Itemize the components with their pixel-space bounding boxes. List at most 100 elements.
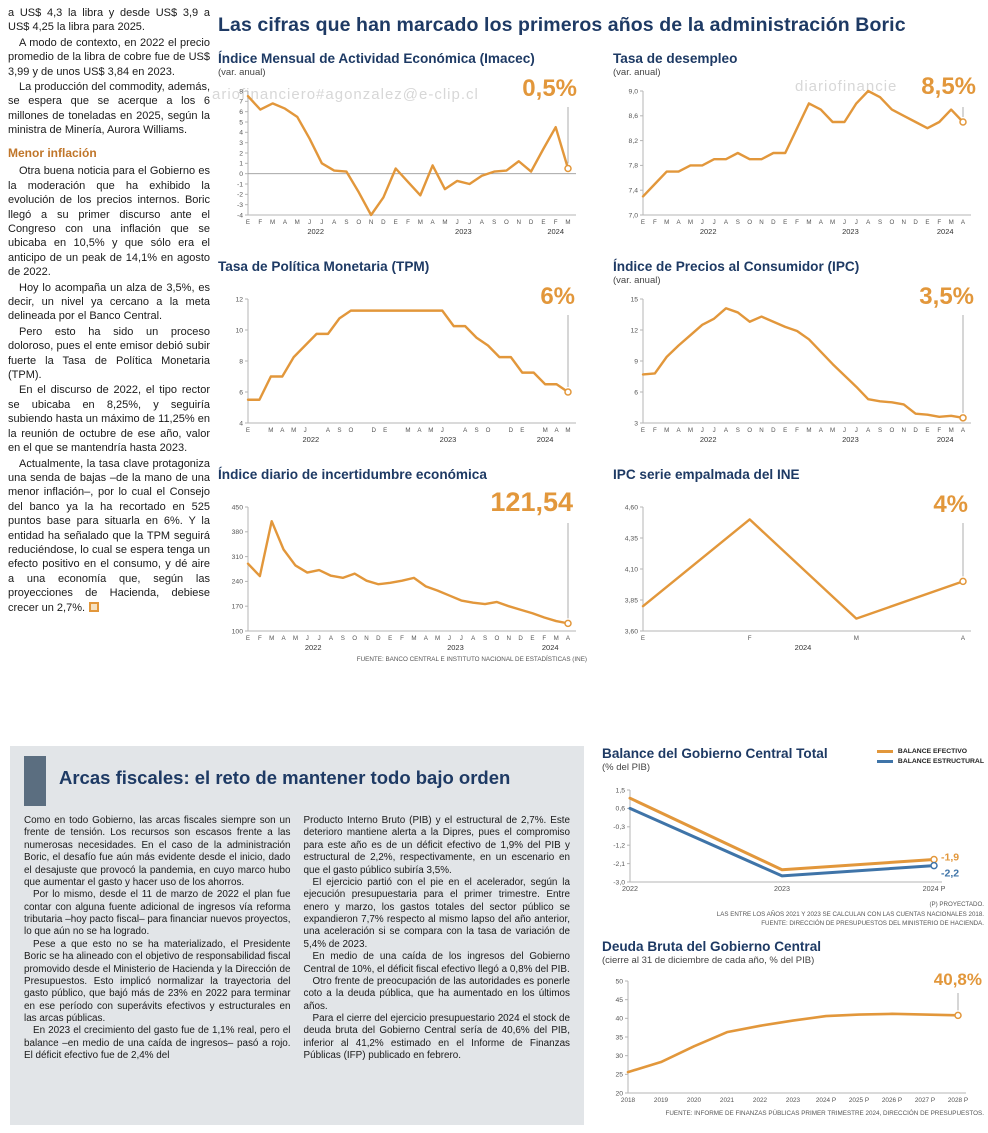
charts-grid: Índice Mensual de Actividad Económica (I…	[218, 51, 982, 663]
svg-text:J: J	[855, 427, 858, 434]
svg-text:F: F	[795, 427, 799, 434]
svg-text:2027 P: 2027 P	[915, 1097, 935, 1104]
svg-text:-3: -3	[237, 202, 243, 209]
svg-text:N: N	[364, 635, 368, 642]
svg-text:N: N	[507, 635, 511, 642]
chart-deuda: Deuda Bruta del Gobierno Central (cierre…	[602, 939, 984, 1117]
note: LAS ENTRE LOS AÑOS 2021 Y 2023 SE CALCUL…	[716, 910, 984, 918]
svg-text:A: A	[676, 219, 681, 226]
svg-text:8,6: 8,6	[629, 113, 639, 120]
svg-text:35: 35	[615, 1034, 623, 1041]
svg-text:D: D	[518, 635, 523, 642]
svg-text:F: F	[748, 635, 752, 642]
chart-subtitle: (var. anual)	[218, 67, 266, 78]
svg-text:N: N	[759, 219, 763, 226]
chart-ipc: Índice de Precios al Consumidor (IPC) (v…	[613, 259, 982, 447]
svg-text:2028 P: 2028 P	[948, 1097, 968, 1104]
svg-text:7,4: 7,4	[629, 188, 639, 195]
svg-text:A: A	[866, 219, 871, 226]
note: FUENTE: DIRECCIÓN DE PRESUPUESTOS DEL MI…	[761, 920, 984, 928]
svg-text:E: E	[925, 427, 929, 434]
chart-subtitle	[218, 275, 587, 287]
svg-text:2: 2	[239, 150, 243, 157]
svg-text:F: F	[258, 219, 262, 226]
svg-text:E: E	[925, 219, 929, 226]
svg-text:E: E	[783, 427, 787, 434]
svg-text:25: 25	[615, 1071, 623, 1078]
svg-text:S: S	[736, 427, 740, 434]
svg-text:2022: 2022	[753, 1097, 768, 1104]
svg-text:A: A	[329, 635, 334, 642]
svg-text:A: A	[566, 635, 571, 642]
chart-imacec: Índice Mensual de Actividad Económica (I…	[218, 51, 587, 239]
svg-text:M: M	[405, 427, 410, 434]
chart-plot: 8,5% 9,0 8,6 8,2 7,8 7,4 7,0 E F M A M J J A S O N D E F M A M…	[613, 75, 982, 239]
svg-text:M: M	[270, 219, 275, 226]
legend-item-efectivo: BALANCE EFECTIVO	[876, 748, 984, 755]
svg-text:S: S	[344, 219, 348, 226]
paragraph: A modo de contexto, en 2022 el precio pr…	[8, 36, 210, 78]
svg-text:A: A	[471, 635, 476, 642]
svg-text:E: E	[246, 427, 250, 434]
svg-text:-4: -4	[237, 212, 243, 219]
svg-text:M: M	[442, 219, 447, 226]
svg-text:D: D	[371, 427, 376, 434]
svg-text:D: D	[913, 219, 918, 226]
chart-ipc-empalmada: IPC serie empalmada del INE 4% 4,60 4,35 4…	[613, 467, 982, 663]
paragraph-text: Actualmente, la tasa clave protagoniza u…	[8, 457, 210, 614]
chart-plot: 3,5% 15 12 9 6 3 E F M A M J J A S O N D E F M A M J J A S O N D E F M A…	[613, 285, 982, 447]
svg-text:E: E	[541, 219, 545, 226]
svg-text:2023: 2023	[842, 227, 859, 236]
svg-text:A: A	[463, 427, 468, 434]
svg-text:M: M	[428, 427, 433, 434]
svg-text:O: O	[486, 427, 491, 434]
svg-text:2026 P: 2026 P	[882, 1097, 902, 1104]
svg-text:12: 12	[630, 327, 638, 334]
svg-text:F: F	[937, 427, 941, 434]
svg-text:A: A	[280, 427, 285, 434]
paragraph: Pero esto ha sido un proceso doloroso, p…	[8, 325, 210, 382]
svg-text:5: 5	[239, 119, 243, 126]
svg-text:-1,2: -1,2	[613, 843, 625, 850]
page-title: Las cifras que han marcado los primeros …	[218, 14, 906, 36]
fiscal-box-title: Arcas fiscales: el reto de mantener todo…	[59, 767, 511, 788]
svg-text:0,6: 0,6	[616, 806, 626, 813]
svg-text:9: 9	[634, 358, 638, 365]
svg-text:2022: 2022	[622, 884, 638, 893]
svg-text:7,8: 7,8	[629, 163, 639, 170]
svg-text:450: 450	[232, 504, 244, 511]
chart-subtitle: (cierre al 31 de diciembre de cada año, …	[602, 954, 815, 966]
svg-text:S: S	[475, 427, 479, 434]
svg-text:J: J	[460, 635, 463, 642]
svg-text:A: A	[555, 427, 560, 434]
svg-text:4,35: 4,35	[625, 535, 638, 542]
svg-text:O: O	[356, 219, 361, 226]
svg-text:M: M	[268, 427, 273, 434]
svg-text:M: M	[543, 427, 548, 434]
svg-text:M: M	[554, 635, 559, 642]
fiscal-box-header: Arcas fiscales: el reto de mantener todo…	[24, 756, 570, 806]
svg-text:-3,0: -3,0	[613, 879, 625, 886]
chart-subtitle: (var. anual)	[613, 275, 661, 286]
svg-text:2023: 2023	[455, 227, 472, 236]
deuda-value-label: 40,8%	[933, 969, 982, 989]
chart-title: Índice de Precios al Consumidor (IPC)	[613, 259, 860, 274]
svg-text:30: 30	[615, 1053, 623, 1060]
svg-text:J: J	[713, 219, 716, 226]
svg-text:20: 20	[615, 1090, 623, 1097]
paragraph: Producto Interno Bruto (PIB) y el estruc…	[303, 815, 571, 876]
svg-text:A: A	[961, 427, 966, 434]
svg-text:A: A	[480, 219, 485, 226]
svg-text:-1: -1	[237, 181, 243, 188]
svg-text:J: J	[701, 427, 704, 434]
svg-text:310: 310	[232, 554, 244, 561]
svg-text:2024: 2024	[937, 435, 954, 444]
svg-text:0: 0	[239, 171, 243, 178]
svg-text:O: O	[747, 427, 752, 434]
note: (P) PROYECTADO.	[929, 901, 984, 908]
